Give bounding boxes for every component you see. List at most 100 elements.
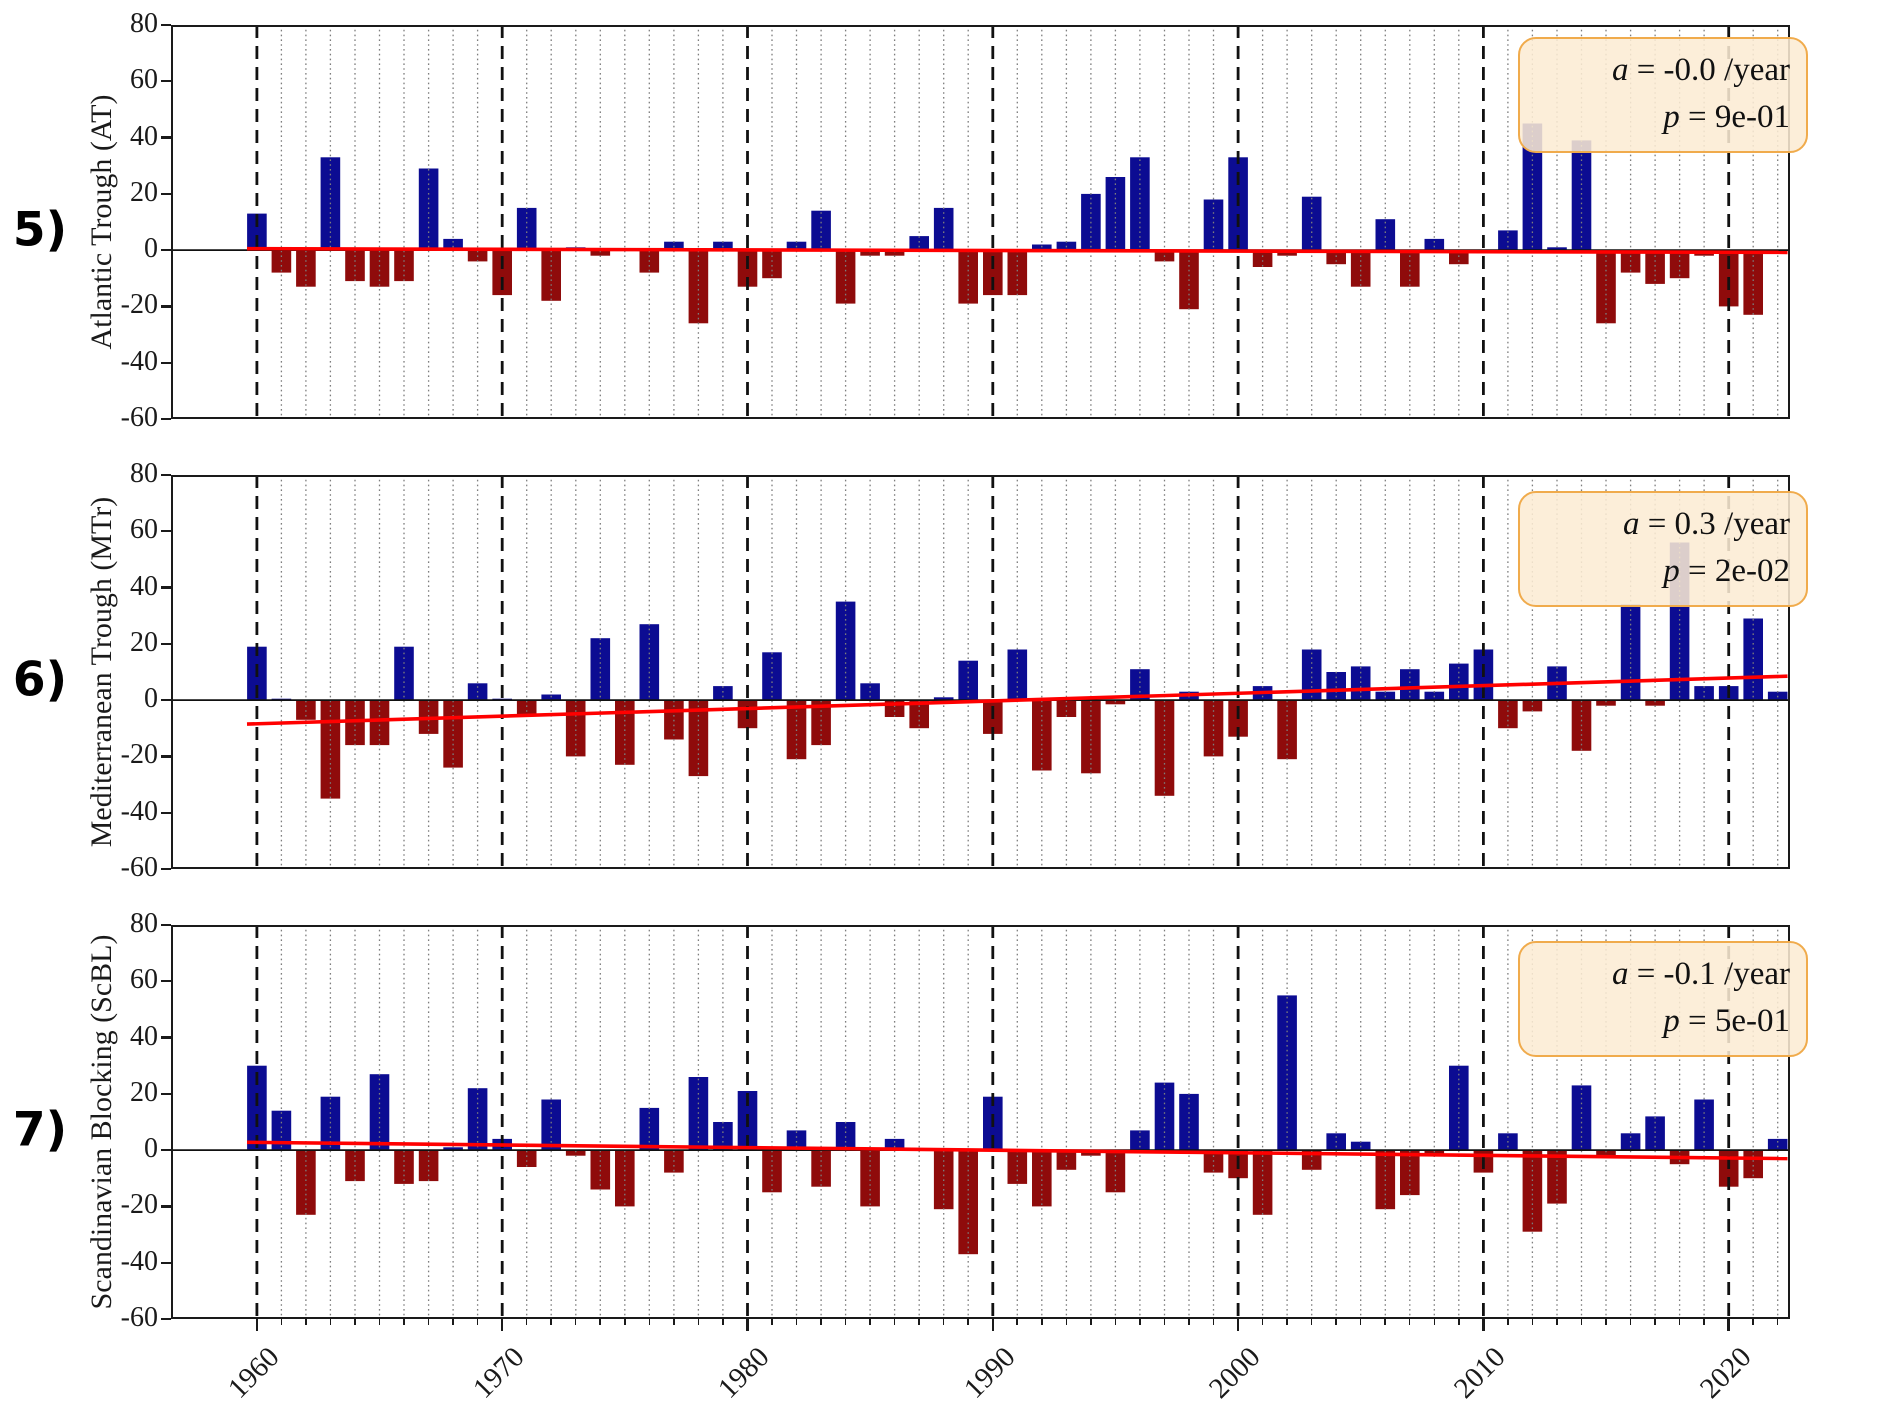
y-tick-label: -40	[120, 795, 158, 827]
bar-1966	[394, 1150, 414, 1184]
bar-1965	[369, 250, 390, 287]
x-tick-minor	[476, 1319, 479, 1325]
x-tick-label: 2020	[1693, 1341, 1758, 1405]
panel-plot-area	[173, 477, 1788, 867]
axis-title-y: Mediterranean Trough (MTr)	[85, 496, 118, 848]
x-tick-minor	[844, 1319, 847, 1325]
y-tick	[161, 248, 171, 252]
x-tick-minor	[403, 1319, 405, 1325]
y-tick	[161, 1148, 171, 1152]
y-tick-label: 40	[130, 120, 158, 152]
y-tick-label: 0	[144, 1133, 158, 1165]
bar-1975	[615, 700, 635, 765]
y-tick	[161, 1036, 171, 1039]
x-tick-minor	[1678, 1319, 1681, 1325]
bar-2018	[1669, 250, 1690, 279]
bar-2011	[1498, 700, 1518, 729]
x-tick-minor	[820, 1319, 822, 1325]
bar-1993	[1056, 700, 1077, 717]
x-tick-minor	[1335, 1319, 1337, 1325]
stats-annotation: a = 0.3 /year p = 2e-02	[1518, 491, 1808, 607]
chart-panel-7: a = -0.1 /year p = 5e-01	[171, 925, 1808, 1319]
y-tick	[161, 192, 171, 196]
y-tick	[161, 586, 171, 589]
y-tick-label: 60	[130, 964, 158, 996]
y-tick	[161, 473, 171, 477]
x-tick-label: 2000	[1203, 1341, 1267, 1405]
x-tick-minor	[1433, 1319, 1435, 1325]
panel-number-label: 5)	[12, 202, 68, 258]
y-tick	[161, 417, 171, 421]
x-tick-label: 2010	[1448, 1341, 1512, 1405]
bar-1999	[1203, 700, 1224, 757]
bar-2012	[1522, 123, 1543, 251]
bar-1989	[958, 660, 978, 701]
x-tick-minor	[1090, 1319, 1092, 1325]
bar-1991	[1007, 250, 1028, 296]
x-tick-minor	[1310, 1319, 1313, 1325]
bar-1965	[369, 1074, 390, 1151]
bar-2013	[1547, 247, 1567, 251]
y-tick	[161, 136, 171, 139]
axis-title-y: Scandinavian Blocking (ScBL)	[85, 934, 118, 1310]
x-tick-major	[991, 1319, 994, 1331]
bar-1983	[811, 700, 831, 746]
y-tick-label: 80	[130, 458, 158, 489]
x-tick-minor	[771, 1319, 773, 1325]
bar-1999	[1203, 199, 1224, 251]
x-tick-major	[1236, 1319, 1240, 1331]
x-tick-minor	[967, 1319, 969, 1325]
x-tick-minor	[942, 1319, 945, 1325]
x-tick-minor	[1776, 1319, 1779, 1325]
bar-1990	[983, 250, 1003, 296]
x-tick-minor	[869, 1319, 871, 1325]
y-tick	[161, 1261, 171, 1264]
bar-1962	[296, 700, 316, 720]
pvalue-text: p = 5e-01	[1663, 1002, 1790, 1039]
y-tick	[161, 923, 171, 927]
y-tick-label: 0	[144, 683, 158, 715]
y-tick	[161, 811, 171, 814]
bar-1967	[418, 168, 439, 251]
bar-1989	[958, 1150, 978, 1255]
y-tick-label: -20	[120, 739, 158, 771]
x-tick-minor	[673, 1319, 675, 1325]
bar-1984	[835, 1122, 856, 1151]
stats-annotation: a = -0.1 /year p = 5e-01	[1518, 941, 1808, 1057]
x-tick-minor	[1212, 1319, 1215, 1325]
bar-2009	[1449, 250, 1469, 265]
x-tick-major	[500, 1319, 504, 1331]
bar-2008	[1424, 1150, 1445, 1155]
x-tick-minor	[329, 1319, 332, 1325]
panel-number-label: 7)	[12, 1102, 68, 1158]
x-tick-major	[1482, 1319, 1485, 1331]
x-tick-minor	[1703, 1319, 1705, 1325]
bar-1986	[884, 250, 905, 256]
y-tick	[161, 80, 171, 83]
bar-2001	[1252, 1150, 1273, 1215]
bar-1997	[1154, 1082, 1175, 1151]
bar-1991	[1007, 649, 1028, 701]
bar-2019	[1694, 1099, 1714, 1151]
bar-1981	[762, 250, 782, 279]
y-tick	[161, 642, 171, 646]
bar-1985	[860, 1150, 880, 1207]
bar-1969	[467, 1088, 488, 1151]
bar-2014	[1571, 140, 1592, 251]
bar-2007	[1400, 669, 1420, 701]
bar-1989	[958, 250, 978, 304]
bar-2017	[1645, 250, 1665, 284]
x-tick-minor	[1286, 1319, 1288, 1325]
y-tick-label: 0	[144, 233, 158, 265]
y-tick	[161, 755, 171, 758]
x-tick-minor	[624, 1319, 626, 1325]
x-tick-minor	[795, 1319, 798, 1325]
y-tick	[161, 361, 171, 364]
x-tick-minor	[893, 1319, 896, 1325]
x-tick-minor	[574, 1319, 577, 1325]
bar-1984	[835, 601, 856, 701]
bar-1992	[1032, 1150, 1052, 1207]
x-tick-major	[746, 1319, 749, 1331]
y-tick	[161, 23, 171, 27]
